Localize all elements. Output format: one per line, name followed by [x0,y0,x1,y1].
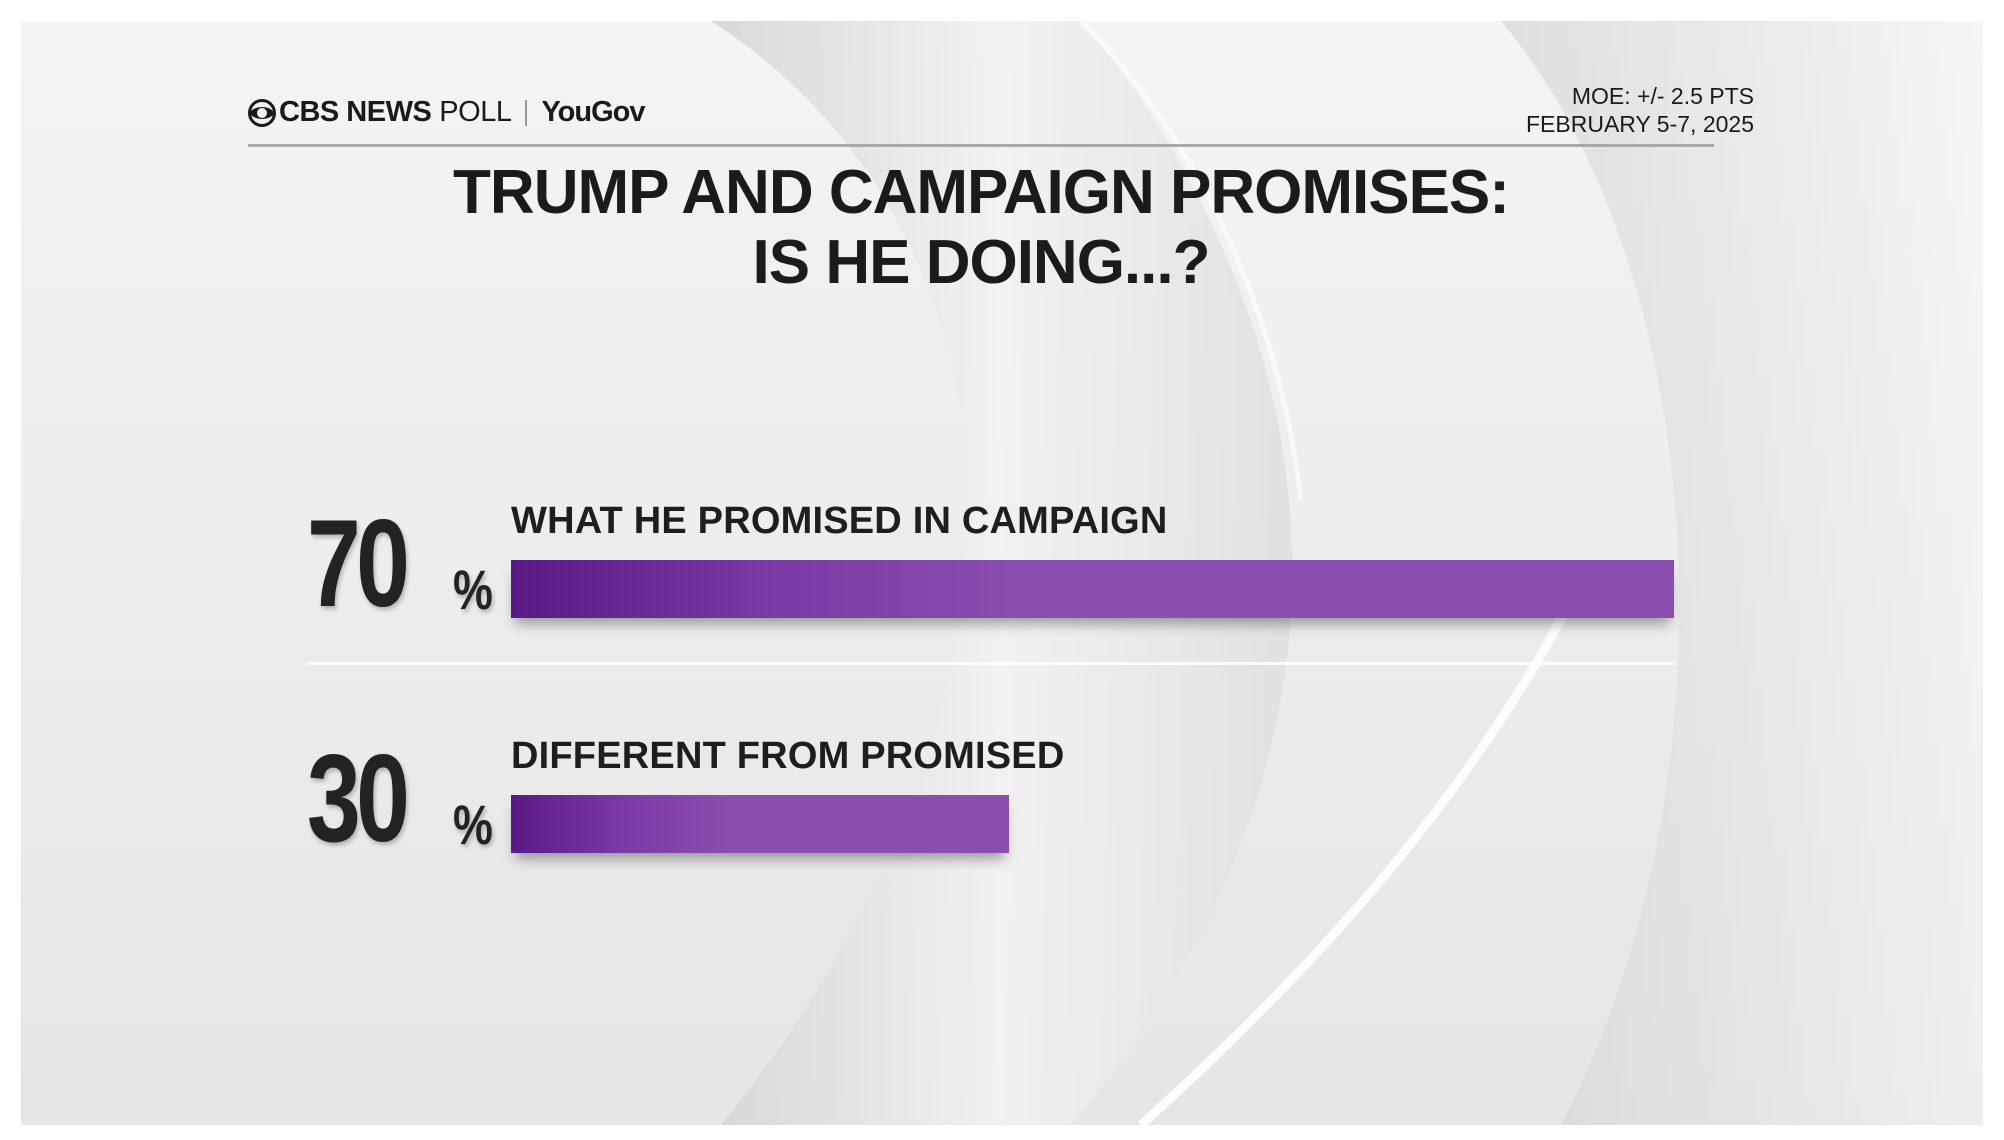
partner-name: YouGov [541,96,645,128]
bar-1 [511,560,1674,618]
brand-suffix: POLL [439,96,512,128]
title-line-2: IS HE DOING...? [752,228,1211,297]
value-label-1: 70 % [307,495,503,633]
category-label-2: DIFFERENT FROM PROMISED [511,735,1065,777]
percent-sign: % [453,793,493,856]
brand-name: CBS NEWS [279,96,432,128]
bar-2 [511,795,1009,853]
value-label-2: 30 % [307,730,503,868]
percent-sign: % [453,558,493,621]
row-divider [307,662,1675,665]
header-rule [248,144,1714,147]
chart-title: TRUMP AND CAMPAIGN PROMISES: IS HE DOING… [248,158,1714,298]
bar-track-2 [511,795,1674,853]
title-line-1: TRUMP AND CAMPAIGN PROMISES: [453,158,1510,227]
margin-of-error: MOE: +/- 2.5 PTS [1571,83,1754,109]
logo-divider [525,99,528,126]
value-number: 70 [307,495,410,633]
cbs-eye-icon [248,98,276,127]
value-number: 30 [307,730,410,868]
bar-track-1 [511,560,1674,618]
poll-date: FEBRUARY 5-7, 2025 [1526,111,1754,137]
poll-logo: CBS NEWS POLL YouGov [248,96,646,129]
poll-meta: MOE: +/- 2.5 PTS FEBRUARY 5-7, 2025 [1526,82,1754,138]
category-label-1: WHAT HE PROMISED IN CAMPAIGN [511,500,1168,542]
